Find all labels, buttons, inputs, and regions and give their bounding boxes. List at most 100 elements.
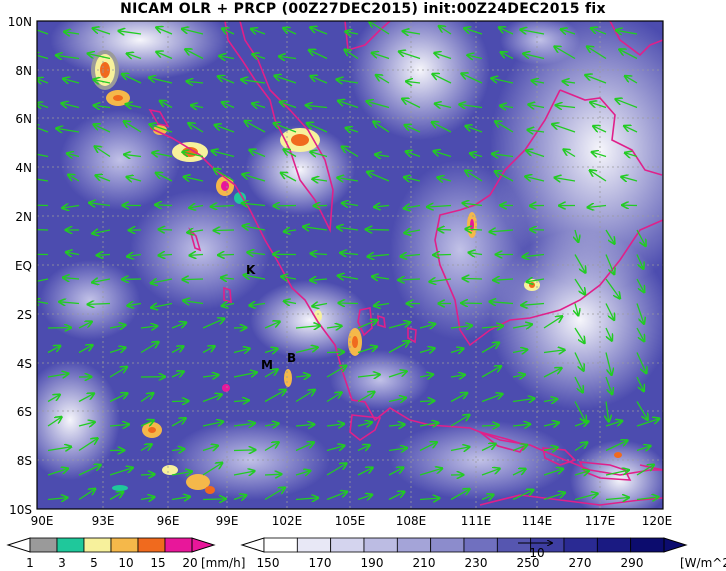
wind-vector [616, 30, 638, 34]
wind-vector [616, 99, 638, 109]
wind-vector [532, 81, 545, 83]
wind-vector [404, 177, 421, 181]
wind-vector [605, 470, 629, 476]
wind-vector [127, 177, 142, 181]
wind-vector [388, 322, 410, 329]
wind-vector [346, 32, 359, 34]
wind-vector [501, 52, 514, 60]
wind-vector [220, 56, 235, 59]
wind-vector [587, 47, 607, 60]
wind-vector [434, 151, 452, 158]
wind-vector [419, 468, 442, 476]
wind-vector [543, 447, 557, 450]
wind-vector [481, 425, 499, 426]
wind-vector [183, 152, 204, 157]
wind-vector [264, 322, 280, 329]
wind-vector [140, 420, 154, 427]
wind-vector [530, 230, 545, 231]
olr-colorbar-cell [463, 537, 498, 553]
wind-vector [222, 29, 235, 34]
wind-vector [636, 401, 648, 420]
wind-vector [202, 422, 223, 426]
wind-vector [156, 28, 173, 35]
wind-vector [127, 54, 142, 59]
wind-vector [432, 122, 452, 133]
wind-vector [342, 147, 359, 158]
wind-vector [527, 279, 545, 282]
wind-vector [140, 444, 152, 452]
wind-vector [500, 106, 514, 108]
wind-vector [494, 279, 514, 280]
wind-vector [466, 126, 483, 133]
wind-vector [543, 350, 564, 353]
wind-vector [93, 28, 111, 35]
wind-vector [222, 102, 235, 107]
wind-vector [47, 469, 68, 476]
wind-vector [264, 349, 277, 353]
wind-vector [574, 443, 587, 452]
olr-colorbar-cell [363, 537, 398, 553]
wind-vector [78, 345, 92, 354]
wind-vector [388, 492, 404, 501]
precip-colorbar-arrow-left [6, 537, 31, 553]
wind-vector [95, 147, 111, 158]
wind-vector [463, 278, 483, 279]
wind-vector [284, 150, 297, 158]
wind-vector [372, 277, 390, 280]
wind-vector [251, 29, 266, 34]
wind-vector [78, 465, 101, 476]
wind-vector [275, 76, 297, 84]
wind-vector [341, 253, 359, 255]
olr-tick: 270 [569, 556, 592, 570]
wind-vector [481, 366, 501, 378]
wind-vector [182, 29, 204, 35]
wind-vector [243, 174, 266, 182]
wind-vector [244, 275, 266, 279]
wind-vector [306, 105, 328, 107]
wind-vector [636, 303, 644, 324]
lon-label: 90E [31, 514, 54, 528]
wind-vector [435, 104, 452, 108]
wind-vector [450, 349, 463, 353]
wind-vector [450, 415, 469, 427]
wind-vector [338, 101, 359, 109]
lat-label: 4N [15, 161, 32, 175]
olr-colorbar: 10 150 170 190 210 230 250 270 290 [W/m^… [240, 537, 726, 570]
wind-vector [346, 128, 359, 132]
wind-vector [374, 206, 390, 208]
wind-vector [369, 21, 390, 35]
wind-vector [450, 393, 467, 403]
lon-label: 114E [522, 514, 553, 528]
wind-vector [94, 80, 111, 83]
wind-vector [214, 169, 235, 182]
wind-vector [171, 372, 184, 377]
wind-vector [211, 206, 235, 207]
wind-vector [590, 102, 607, 109]
wind-vector [310, 27, 328, 35]
wind-vector [171, 449, 184, 451]
wind-vector [481, 326, 503, 328]
wind-vector [92, 279, 111, 282]
wind-vector [591, 28, 607, 35]
wind-vector [218, 76, 235, 84]
wind-vector [372, 53, 390, 60]
wind-vector [574, 494, 598, 501]
place-markers: K M B [246, 263, 296, 372]
wind-vector [233, 349, 250, 353]
wind-vector [574, 421, 588, 426]
wind-vector [281, 173, 297, 182]
lat-label: 6N [15, 112, 32, 126]
wind-vector [94, 105, 111, 107]
wind-vector [399, 279, 421, 280]
latitude-labels: 10N 8N 6N 4N 2N EQ 2S 4S 6S 8S 10S [8, 15, 32, 517]
wind-vector [62, 103, 80, 107]
wind-vector [190, 255, 204, 256]
wind-vector [68, 175, 80, 182]
wind-vector [78, 422, 95, 426]
wind-vector [202, 499, 226, 500]
wind-vector [470, 153, 483, 156]
wind-vector [66, 252, 80, 254]
wind-vector [253, 54, 266, 58]
wind-vector [313, 304, 328, 307]
wind-vector [543, 469, 563, 476]
